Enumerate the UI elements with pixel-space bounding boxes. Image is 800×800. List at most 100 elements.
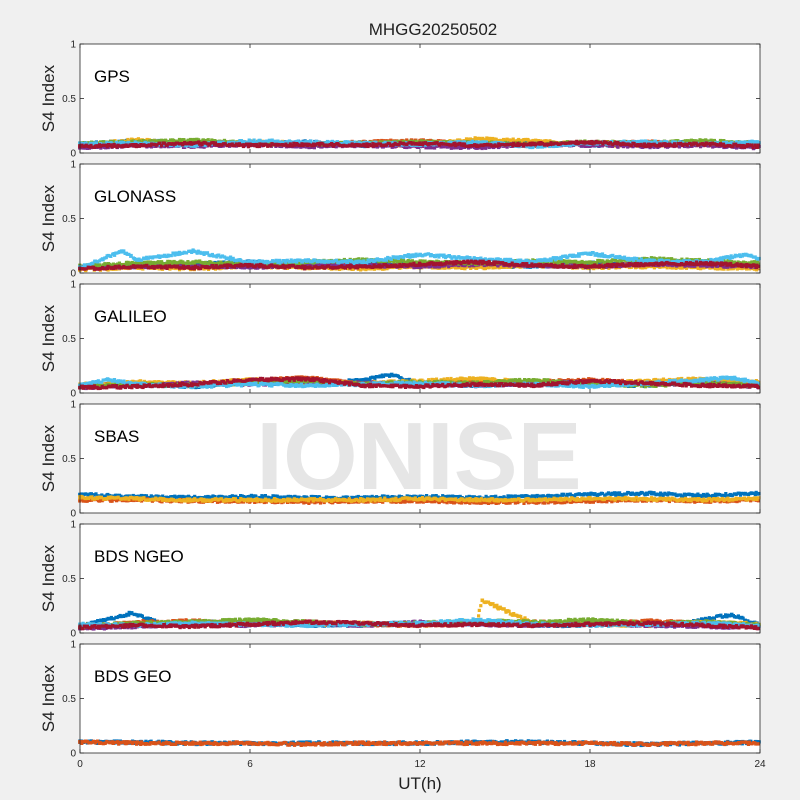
data-point xyxy=(548,142,552,146)
data-point xyxy=(204,141,208,145)
data-point xyxy=(114,140,118,144)
data-point xyxy=(580,140,584,144)
data-point xyxy=(304,140,309,144)
data-point xyxy=(200,145,204,149)
data-point xyxy=(629,143,633,148)
data-point xyxy=(226,143,230,147)
data-point xyxy=(622,139,626,143)
data-point xyxy=(431,146,435,150)
data-point xyxy=(501,143,505,147)
data-point xyxy=(231,144,235,148)
data-point xyxy=(405,145,409,150)
data-point xyxy=(536,139,541,143)
data-point xyxy=(531,139,536,143)
data-point xyxy=(512,141,516,145)
data-point xyxy=(663,139,667,144)
data-point xyxy=(405,138,409,142)
data-point xyxy=(433,146,437,150)
data-point xyxy=(153,140,158,144)
data-point xyxy=(588,140,592,144)
data-point xyxy=(245,140,250,144)
data-point xyxy=(534,138,538,142)
data-point xyxy=(614,140,618,144)
data-point xyxy=(750,143,754,147)
data-point xyxy=(705,139,709,143)
data-point xyxy=(454,144,458,148)
data-point xyxy=(718,138,723,143)
data-point xyxy=(524,137,528,142)
data-point xyxy=(449,140,453,144)
data-point xyxy=(397,143,401,147)
data-point xyxy=(730,140,734,144)
data-point xyxy=(387,261,391,265)
data-point xyxy=(137,144,141,148)
data-point xyxy=(304,142,309,147)
data-point xyxy=(721,142,726,146)
data-point xyxy=(427,146,431,150)
data-point xyxy=(749,145,753,149)
data-point xyxy=(195,137,199,141)
data-point xyxy=(371,144,375,148)
data-point xyxy=(388,142,392,146)
data-point xyxy=(449,146,453,150)
data-point xyxy=(741,143,745,148)
data-point xyxy=(590,139,594,144)
data-point xyxy=(548,139,552,143)
data-point xyxy=(555,144,559,148)
data-point xyxy=(158,139,162,143)
data-point xyxy=(181,143,185,147)
data-point xyxy=(544,142,548,146)
data-point xyxy=(423,143,427,147)
data-point xyxy=(248,139,252,143)
data-point xyxy=(80,146,84,150)
data-point xyxy=(338,143,342,148)
data-point xyxy=(669,139,673,143)
data-point xyxy=(307,146,311,150)
data-point xyxy=(287,144,291,148)
data-point xyxy=(610,144,614,148)
data-point xyxy=(147,139,151,143)
figure-title: MHGG20250502 xyxy=(369,20,498,39)
data-point xyxy=(669,143,673,147)
data-point xyxy=(722,140,726,145)
data-point xyxy=(628,143,632,147)
data-point xyxy=(254,142,258,147)
data-point xyxy=(533,143,537,147)
data-point xyxy=(222,260,226,264)
data-point xyxy=(134,143,139,148)
data-point xyxy=(572,141,576,145)
data-point xyxy=(276,139,280,143)
data-point xyxy=(155,143,159,147)
data-point xyxy=(690,143,694,147)
data-point xyxy=(616,140,620,145)
data-point xyxy=(673,140,677,144)
data-point xyxy=(713,142,717,146)
data-point xyxy=(661,142,665,146)
data-point xyxy=(205,144,209,148)
data-point xyxy=(134,138,139,142)
data-point xyxy=(584,144,588,148)
data-point xyxy=(713,144,717,148)
data-point xyxy=(335,140,340,144)
data-point xyxy=(732,142,736,146)
data-point xyxy=(529,143,533,147)
data-point xyxy=(639,139,643,143)
data-point xyxy=(750,139,754,143)
data-point xyxy=(505,145,509,149)
data-point xyxy=(405,143,409,147)
data-point xyxy=(141,267,145,271)
data-point xyxy=(178,140,182,144)
data-point xyxy=(428,142,432,146)
y-tick-label: 0.5 xyxy=(62,94,76,105)
data-point xyxy=(91,141,95,145)
data-point xyxy=(172,139,176,143)
data-point xyxy=(484,138,488,142)
data-point xyxy=(753,143,757,147)
data-point xyxy=(711,145,715,149)
data-point xyxy=(498,143,502,147)
data-point xyxy=(495,144,499,148)
data-point xyxy=(616,145,620,149)
data-point xyxy=(485,136,489,140)
data-point xyxy=(157,141,162,145)
data-point xyxy=(403,145,407,149)
